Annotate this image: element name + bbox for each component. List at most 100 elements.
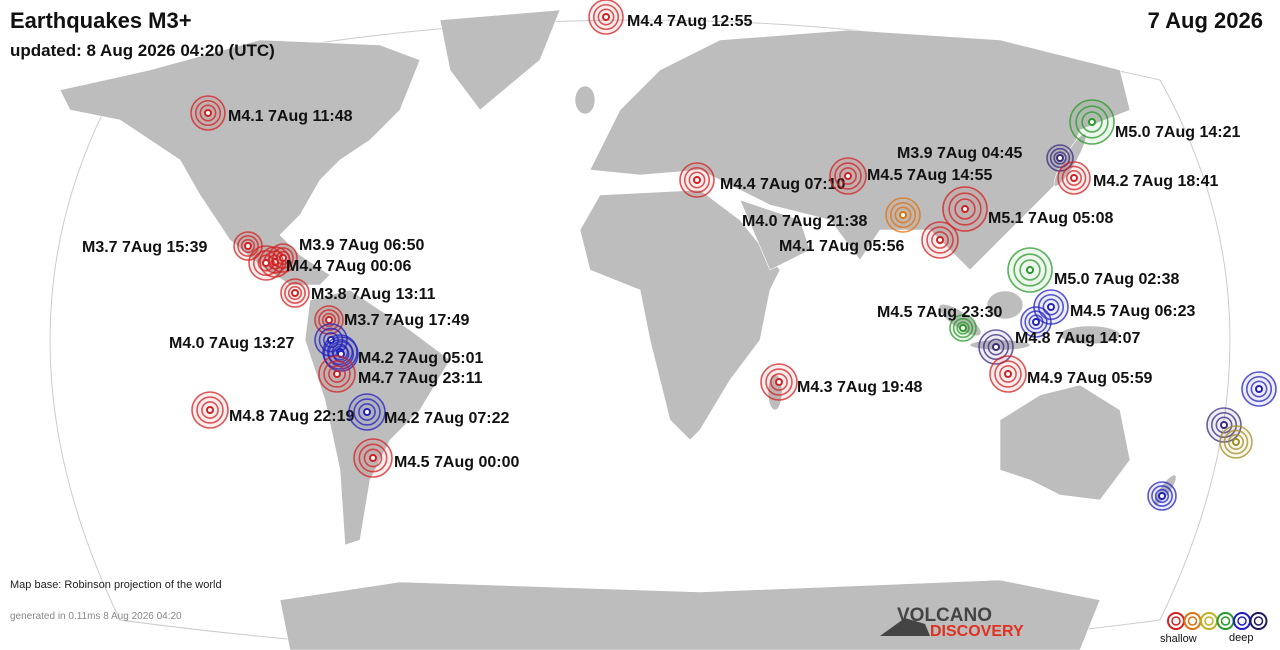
ring	[926, 226, 954, 254]
ring	[1019, 259, 1041, 281]
ring	[839, 167, 857, 185]
ring	[1147, 481, 1177, 511]
ring	[190, 95, 226, 131]
dot	[325, 316, 333, 324]
dot	[1070, 174, 1078, 182]
ring	[321, 312, 337, 328]
ring	[353, 438, 393, 478]
quake-label: M4.4 7Aug 07:10	[720, 176, 845, 193]
quake-marker	[190, 95, 226, 131]
ring	[760, 363, 798, 401]
ring	[1069, 99, 1115, 145]
ring	[1151, 485, 1173, 507]
quake-label: M4.5 7Aug 00:00	[394, 454, 519, 471]
ring	[982, 333, 1010, 361]
quake-label: M4.3 7Aug 19:48	[797, 379, 922, 396]
ring	[196, 396, 224, 424]
ring	[252, 249, 280, 277]
quake-marker	[760, 363, 798, 401]
ring	[322, 334, 358, 370]
ring	[287, 285, 303, 301]
legend-ring	[1220, 616, 1231, 626]
quake-label: M4.5 7Aug 23:30	[877, 304, 1002, 321]
ring	[318, 309, 340, 331]
logo-line1: VOLCANO	[897, 605, 992, 626]
legend-deep: deep	[1229, 632, 1253, 644]
ring	[280, 278, 310, 308]
title: Earthquakes M3+	[10, 8, 192, 33]
quake-marker	[949, 314, 977, 342]
quake-label: M4.5 7Aug 14:55	[867, 167, 992, 184]
ring	[201, 401, 219, 419]
quake-marker	[191, 391, 229, 429]
ring	[829, 157, 867, 195]
ring	[1066, 170, 1083, 187]
quake-label: M4.8 7Aug 22:19	[229, 408, 354, 425]
land	[59, 9, 1177, 650]
dot	[959, 324, 967, 332]
quake-label: M3.9 7Aug 04:45	[897, 145, 1022, 162]
ring	[949, 314, 977, 342]
ring	[1223, 429, 1249, 455]
legend-ring	[1249, 612, 1268, 630]
quake-label: M3.9 7Aug 06:50	[299, 237, 424, 254]
ring	[314, 305, 344, 335]
dot	[206, 406, 214, 414]
quake-label: M5.1 7Aug 05:08	[988, 210, 1113, 227]
ring	[1057, 161, 1091, 195]
dot	[1088, 118, 1096, 126]
quake-marker	[942, 186, 988, 232]
ring	[987, 338, 1005, 356]
ring	[199, 104, 217, 122]
ring	[1075, 105, 1109, 139]
quake-label: M3.7 7Aug 15:39	[82, 239, 207, 256]
ring	[1024, 310, 1048, 334]
ring	[999, 365, 1017, 383]
ring	[314, 323, 348, 357]
ring	[237, 235, 259, 257]
quake-marker	[1219, 425, 1253, 459]
ring	[1228, 433, 1245, 450]
quake-marker	[348, 393, 386, 431]
dot	[1255, 385, 1263, 393]
ring	[363, 448, 383, 468]
quake-marker	[1033, 289, 1069, 325]
dot	[244, 242, 252, 250]
ring	[978, 329, 1014, 365]
ring	[326, 338, 354, 366]
ring	[597, 8, 615, 26]
ring	[921, 221, 959, 259]
ring	[1033, 289, 1069, 325]
ring	[240, 238, 256, 254]
quake-label: M4.1 7Aug 05:56	[779, 238, 904, 255]
quake-label: M3.8 7Aug 13:11	[311, 286, 436, 303]
ring	[1042, 298, 1060, 316]
dot	[1047, 303, 1055, 311]
ring	[284, 282, 306, 304]
quake-marker	[1057, 161, 1091, 195]
ring	[358, 403, 376, 421]
ring	[1020, 306, 1052, 338]
dot	[899, 211, 907, 219]
ring	[942, 186, 988, 232]
ring	[889, 201, 917, 229]
legend-ring	[1237, 616, 1247, 626]
date: 7 Aug 2026	[1148, 8, 1263, 33]
quake-label: M4.4 7Aug 12:55	[627, 13, 752, 30]
ring	[948, 192, 982, 226]
ring	[592, 3, 620, 31]
quake-marker	[989, 355, 1027, 393]
logo-icon	[880, 618, 930, 636]
ring	[952, 317, 974, 339]
quake-marker	[978, 329, 1014, 365]
ring	[257, 254, 275, 272]
ring	[1013, 253, 1047, 287]
ring	[268, 243, 298, 273]
dot	[693, 176, 701, 184]
legend-ring	[1167, 612, 1185, 630]
ring	[989, 355, 1027, 393]
ring	[894, 206, 912, 224]
ring	[1053, 151, 1067, 165]
